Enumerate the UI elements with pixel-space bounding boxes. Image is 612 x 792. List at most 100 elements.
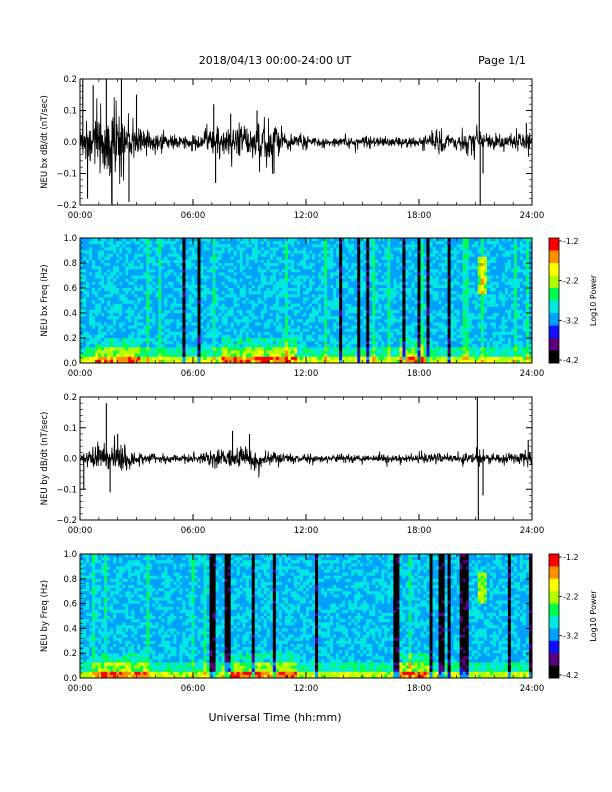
spectrogram-cell [324, 253, 328, 258]
spectrogram-cell [218, 328, 223, 333]
spectrogram-cell [218, 266, 223, 270]
spectrogram-cell [245, 328, 250, 333]
spectrogram-cell [182, 297, 186, 301]
spectrogram-cell [333, 263, 337, 267]
spectrogram-cell [167, 241, 171, 245]
spectrogram-cell [299, 256, 304, 261]
spectrogram-cell [312, 291, 316, 295]
spectrogram-cell [179, 322, 183, 326]
spectrogram-cell [384, 313, 388, 317]
spectrogram-cell [381, 322, 385, 326]
spectrogram-cell [185, 263, 189, 267]
spectrogram-cell [251, 275, 256, 280]
spectrogram-cell [302, 250, 307, 255]
spectrogram-cell [369, 294, 373, 298]
spectrogram-cell [296, 275, 301, 280]
spectrogram-cell [134, 266, 138, 270]
spectrogram-cell [420, 238, 424, 242]
spectrogram-cell [290, 334, 295, 339]
spectrogram-cell [83, 284, 87, 289]
spectrogram-cell [200, 319, 204, 323]
spectrogram-cell [411, 256, 415, 261]
spectrogram-cell [432, 338, 436, 342]
spectrogram-cell [372, 275, 376, 280]
spectrogram-cell [423, 284, 427, 289]
spectrogram-cell [176, 238, 180, 242]
spectrogram-cell [327, 341, 331, 345]
spectrogram-cell [348, 300, 352, 305]
spectrogram-cell [321, 344, 325, 348]
spectrogram-cell [236, 356, 241, 361]
spectrogram-cell [327, 278, 331, 283]
spectrogram-cell [167, 322, 171, 326]
spectrogram-cell [215, 278, 220, 283]
spectrogram-cell [221, 266, 226, 270]
spectrogram-cell [179, 331, 183, 336]
spectrogram-cell [194, 269, 198, 273]
spectrogram-cell [408, 297, 412, 301]
spectrogram-cell [191, 328, 195, 333]
spectrogram-cell [393, 284, 397, 289]
spectrogram-cell [212, 297, 216, 301]
spectrogram-cell [345, 247, 349, 251]
spectrogram-cell [80, 281, 84, 286]
spectrogram-cell [330, 288, 334, 292]
spectrogram-cell [221, 309, 226, 314]
spectrogram-cell [167, 244, 171, 248]
spectrogram-cell [302, 275, 307, 280]
spectrogram-cell [185, 350, 189, 355]
spectrogram-cell [272, 322, 277, 326]
spectrogram-cell [245, 359, 250, 364]
spectrogram-cell [417, 303, 421, 308]
spectrogram-cell [146, 350, 150, 355]
spectrogram-cell [170, 306, 174, 311]
spectrogram-cell [272, 294, 277, 298]
spectrogram-cell [342, 331, 346, 336]
spectrogram-cell [104, 266, 108, 270]
spectrogram-cell [86, 253, 90, 258]
spectrogram-cell [396, 266, 400, 270]
spectrogram-cell [372, 350, 376, 355]
spectrogram-cell [191, 331, 195, 336]
spectrogram-cell [348, 347, 352, 351]
spectrogram-cell [254, 359, 259, 364]
spectrogram-cell [170, 288, 174, 292]
spectrogram-cell [272, 259, 277, 264]
spectrogram-cell [372, 300, 376, 305]
spectrogram-cell [185, 278, 189, 283]
spectrogram-cell [230, 278, 235, 283]
spectrogram-cell [312, 288, 316, 292]
spectrogram-cell [284, 275, 289, 280]
spectrogram-cell [429, 313, 433, 317]
spectrogram-cell [140, 272, 144, 276]
spectrogram-cell [191, 272, 195, 276]
spectrogram-cell [128, 350, 132, 355]
spectrogram-cell [128, 291, 132, 295]
spectrogram-cell [420, 275, 424, 280]
spectrogram-cell [423, 253, 427, 258]
spectrogram-cell [435, 275, 439, 280]
spectrogram-cell [125, 313, 129, 317]
spectrogram-cell [306, 247, 310, 251]
spectrogram-cell [417, 291, 421, 295]
spectrogram-cell [278, 334, 283, 339]
spectrogram-cell [185, 288, 189, 292]
spectrogram-cell [149, 322, 153, 326]
spectrogram-cell [339, 334, 343, 339]
spectrogram-cell [315, 297, 319, 301]
spectrogram-cell [426, 325, 430, 330]
spectrogram-cell [122, 256, 126, 261]
spectrogram-cell [230, 338, 235, 342]
spectrogram-cell [278, 325, 283, 330]
spectrogram-cell [248, 328, 253, 333]
spectrogram-cell [86, 263, 90, 267]
spectrogram-cell [95, 244, 99, 248]
spectrogram-cell [438, 309, 442, 314]
spectrogram-cell [86, 350, 90, 355]
spectrogram-cell [251, 347, 256, 351]
spectrogram-cell [363, 350, 367, 355]
spectrogram-cell [360, 341, 364, 345]
spectrogram-cell [245, 259, 250, 264]
spectrogram-cell [131, 328, 135, 333]
spectrogram-cell [131, 278, 135, 283]
